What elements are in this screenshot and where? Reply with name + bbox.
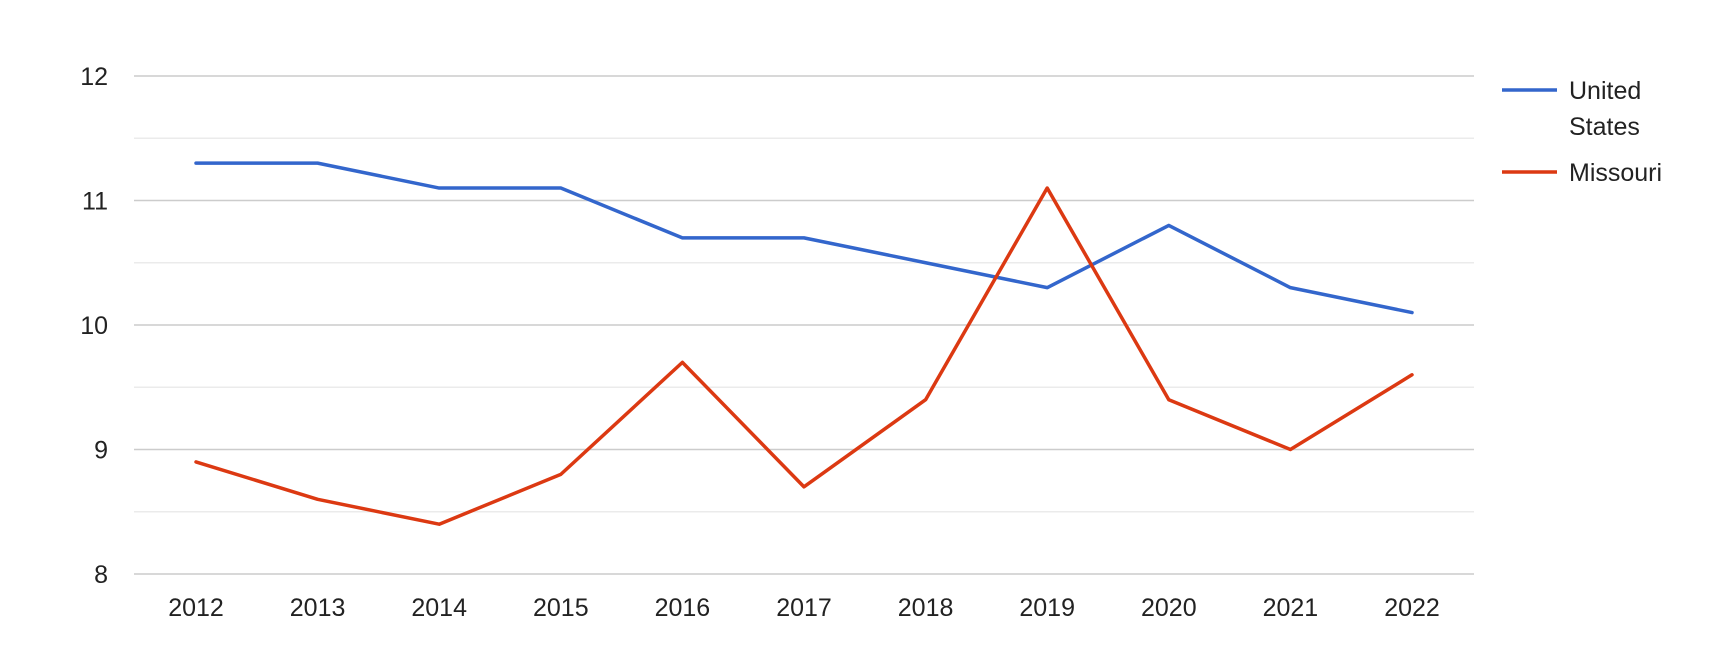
x-tick-label: 2022 (1384, 594, 1440, 622)
series-line (194, 186, 1414, 526)
series-line (194, 161, 1414, 315)
x-tick-label: 2017 (776, 594, 832, 622)
x-tick-label: 2016 (655, 594, 711, 622)
x-tick-label: 2018 (898, 594, 954, 622)
legend-item: United States (1502, 77, 1641, 141)
legend-label: Missouri (1569, 159, 1662, 187)
y-axis-tick-labels: 8 9 10 11 12 (80, 63, 108, 589)
x-axis-tick-labels: 2012 2013 2014 2015 2016 2017 2018 2019 2020 2021… (168, 594, 1440, 622)
x-tick-label: 2014 (411, 594, 467, 622)
x-tick-label: 2020 (1141, 594, 1197, 622)
x-tick-label: 2012 (168, 594, 224, 622)
legend-item: Missouri (1502, 159, 1662, 187)
series-united-states (194, 161, 1414, 315)
y-tick-label: 8 (94, 561, 108, 589)
x-tick-label: 2015 (533, 594, 589, 622)
series-missouri (194, 186, 1414, 526)
legend-label: States (1569, 113, 1640, 141)
legend: United States Missouri (1502, 77, 1662, 187)
x-tick-label: 2013 (290, 594, 346, 622)
y-tick-label: 12 (80, 63, 108, 91)
x-tick-label: 2019 (1019, 594, 1075, 622)
grid (134, 75, 1474, 575)
legend-label: United (1569, 77, 1641, 105)
series-lines (194, 161, 1414, 526)
y-tick-label: 10 (80, 312, 108, 340)
y-tick-label: 11 (82, 188, 108, 216)
y-tick-label: 9 (94, 437, 108, 465)
x-tick-label: 2021 (1263, 594, 1319, 622)
